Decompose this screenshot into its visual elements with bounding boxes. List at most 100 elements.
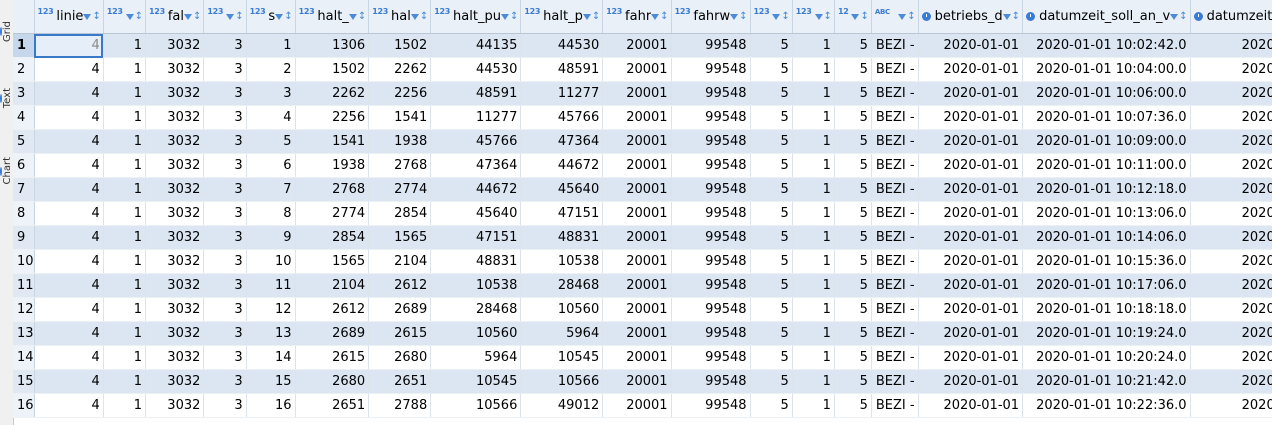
row-number[interactable]: 9 [13,225,35,250]
table-cell[interactable]: 20001 [602,297,672,322]
filter-icon[interactable] [772,13,781,20]
table-cell[interactable]: 2020-01-01 [918,177,1024,202]
table-cell[interactable]: 4 [34,105,104,130]
row-number[interactable]: 4 [13,105,35,130]
table-cell[interactable]: 1565 [368,225,432,250]
table-cell[interactable]: 44135 [430,33,522,58]
table-cell[interactable]: 28468 [430,297,522,322]
filter-icon[interactable] [500,13,509,20]
filter-icon[interactable] [898,13,907,20]
table-cell[interactable]: 5 [750,273,793,298]
table-cell[interactable]: 2020-01-01 [918,249,1024,274]
sort-icon[interactable]: ↕ [907,10,916,22]
table-cell[interactable]: 2612 [295,297,370,322]
table-cell[interactable]: BEZI - [871,225,919,250]
table-cell[interactable]: 99548 [671,393,751,418]
table-cell[interactable]: 48831 [430,249,522,274]
table-cell[interactable]: 5 [750,201,793,226]
table-cell[interactable]: 4 [34,345,104,370]
table-cell[interactable]: 99548 [671,345,751,370]
table-cell[interactable]: BEZI - [871,321,919,346]
table-cell[interactable]: 2020-01-01 10:15:36.0 [1022,249,1191,274]
table-cell[interactable]: 2020-01-01 [918,321,1024,346]
table-cell[interactable]: 2768 [368,153,432,178]
row-number[interactable]: 5 [13,129,35,154]
table-cell[interactable]: BEZI - [871,81,919,106]
table-cell[interactable]: 49012 [520,393,604,418]
table-cell[interactable]: 5 [750,321,793,346]
table-cell[interactable]: 2262 [295,81,370,106]
table-cell[interactable]: 1 [103,273,147,298]
table-cell[interactable]: 3032 [145,201,205,226]
table-cell[interactable]: 5 [834,273,872,298]
table-cell[interactable]: 2651 [295,393,370,418]
sort-icon[interactable]: ↕ [591,10,601,22]
column-header[interactable]: datumzeit_ist_↕ [1190,0,1272,34]
table-cell[interactable]: BEZI - [871,177,919,202]
table-cell[interactable]: 2020-01-01 [918,33,1024,58]
column-header[interactable]: 123 ↕ [103,0,147,34]
filter-icon[interactable] [1170,13,1179,20]
table-cell[interactable]: 3032 [145,153,205,178]
table-cell[interactable]: 4 [34,225,104,250]
table-cell[interactable]: 3032 [145,249,205,274]
table-cell[interactable]: 10545 [520,345,604,370]
table-cell[interactable]: 5 [834,153,872,178]
column-header[interactable]: 123 hal ↕ [368,0,432,34]
table-cell[interactable]: 4 [34,177,104,202]
table-cell[interactable]: 1502 [295,57,370,82]
filter-icon[interactable] [851,13,860,20]
table-cell[interactable]: 3 [246,81,296,106]
table-cell[interactable]: 2020-01-01 [1190,33,1272,58]
table-cell[interactable]: BEZI - [871,129,919,154]
table-cell[interactable]: 1 [103,225,147,250]
table-cell[interactable]: 99548 [671,33,751,58]
table-cell[interactable]: 3032 [145,321,205,346]
table-cell[interactable]: 1 [792,129,835,154]
table-cell[interactable]: 3 [203,33,247,58]
table-cell[interactable]: 2615 [295,345,370,370]
table-cell[interactable]: 6 [246,153,296,178]
table-cell[interactable]: 2854 [295,225,370,250]
table-cell[interactable]: 5 [834,369,872,394]
table-cell[interactable]: 3032 [145,105,205,130]
filter-icon[interactable] [226,13,235,20]
column-header[interactable]: 123 halt_pu ↕ [430,0,522,34]
table-cell[interactable]: 3 [203,153,247,178]
table-cell[interactable]: 3032 [145,129,205,154]
table-cell[interactable]: 5 [834,105,872,130]
sort-icon[interactable]: ↕ [860,10,869,22]
sort-icon[interactable]: ↕ [193,10,202,22]
table-cell[interactable]: BEZI - [871,201,919,226]
table-cell[interactable]: 5 [750,177,793,202]
table-cell[interactable]: 5 [750,297,793,322]
table-cell[interactable]: 2020-01-01 [1190,153,1272,178]
table-cell[interactable]: 4 [34,369,104,394]
table-cell[interactable]: 20001 [602,33,672,58]
table-cell[interactable]: 2104 [295,273,370,298]
table-cell[interactable]: BEZI - [871,273,919,298]
row-number[interactable]: 11 [13,273,35,298]
table-cell[interactable]: 99548 [671,129,751,154]
table-cell[interactable]: 1 [792,225,835,250]
table-cell[interactable]: 2020-01-01 [1190,201,1272,226]
table-cell[interactable]: 2256 [295,105,370,130]
table-cell[interactable]: BEZI - [871,57,919,82]
table-row[interactable]: 5 4 1 3032 3 5 1541 1938 45766 47364 20001 99548 5 1 5… [13,129,1272,154]
table-row[interactable]: 12 4 1 3032 3 12 2612 2689 28468 10560 20001 99548 5… [13,297,1272,322]
table-cell[interactable]: 5 [834,297,872,322]
table-cell[interactable]: 2689 [295,321,370,346]
sort-icon[interactable]: ↕ [823,10,832,22]
table-cell[interactable]: 3032 [145,177,205,202]
table-cell[interactable]: 10566 [430,393,522,418]
table-cell[interactable]: 5 [750,369,793,394]
table-cell[interactable]: 1 [792,297,835,322]
table-cell[interactable]: 2788 [368,393,432,418]
table-cell[interactable]: 16 [246,393,296,418]
filter-icon[interactable] [582,13,591,20]
table-cell[interactable]: 1 [792,321,835,346]
table-cell[interactable]: 1 [792,105,835,130]
table-cell[interactable]: 1 [103,129,147,154]
table-cell[interactable]: 3 [203,249,247,274]
column-header[interactable]: 123 halt_ ↕ [295,0,370,34]
